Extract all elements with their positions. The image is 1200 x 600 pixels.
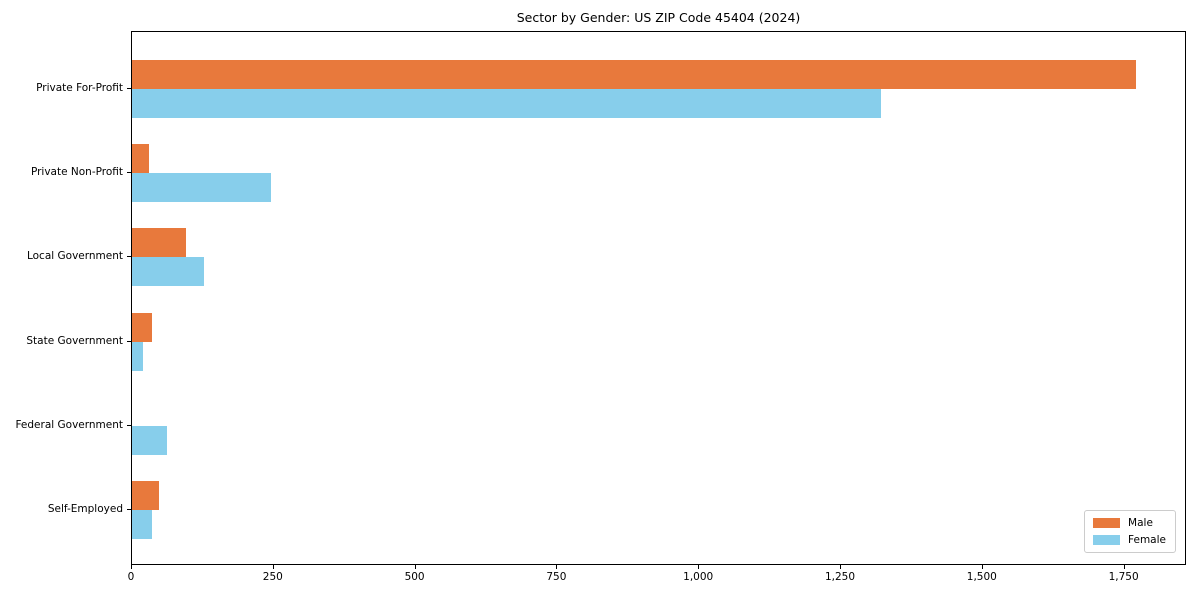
bar-male-private-for-profit [132,60,1136,89]
ytick-label-state-government: State Government [26,334,123,347]
xtick-mark-1,500 [981,565,983,569]
bar-female-self-employed [132,510,153,539]
bar-male-state-government [132,312,152,342]
ytick-mark-private-for-profit [127,88,131,89]
ytick-mark-local-government [127,256,131,258]
bar-female-private-non-profit [132,173,271,203]
legend-swatch-male [1093,518,1121,528]
xtick-label-250: 250 [262,571,283,583]
xtick-label-500: 500 [404,571,425,583]
xtick-label-1,750: 1,750 [1108,571,1139,583]
ytick-label-private-for-profit: Private For-Profit [36,82,123,94]
legend-item-female: Female [1093,534,1166,546]
xtick-mark-500 [414,565,416,569]
xtick-label-0: 0 [127,571,135,583]
legend: Male Female [1084,510,1176,553]
xtick-mark-250 [272,565,274,569]
legend-swatch-female [1093,535,1121,545]
bar-female-federal-government [132,425,168,455]
legend-item-male: Male [1093,517,1166,529]
bar-male-self-employed [132,481,160,510]
ytick-label-federal-government: Federal Government [15,418,123,431]
ytick-mark-state-government [127,340,131,342]
ytick-mark-self-employed [127,509,131,510]
xtick-label-750: 750 [546,571,567,583]
xtick-mark-0 [131,565,132,569]
bar-female-state-government [132,341,144,371]
chart-title: Sector by Gender: US ZIP Code 45404 (202… [516,10,801,25]
ytick-mark-private-non-profit [127,172,131,174]
ytick-mark-federal-government [127,424,131,426]
legend-label-female: Female [1128,534,1166,546]
ytick-label-local-government: Local Government [26,250,123,263]
ytick-label-self-employed: Self-Employed [47,503,123,515]
plot-area: Male Female [131,31,1186,565]
bar-male-local-government [132,228,186,258]
xtick-mark-1,250 [840,565,841,569]
xtick-label-1,250: 1,250 [824,571,856,583]
xtick-label-1,000: 1,000 [683,571,714,583]
xtick-mark-750 [556,565,558,569]
bar-male-private-non-profit [132,144,149,174]
bar-female-private-for-profit [132,89,881,118]
bar-female-local-government [132,257,204,287]
xtick-label-1,500: 1,500 [966,571,997,583]
legend-label-male: Male [1128,517,1153,529]
xtick-mark-1,750 [1123,565,1125,569]
ytick-label-private-non-profit: Private Non-Profit [30,166,123,179]
xtick-mark-1,000 [698,565,700,569]
